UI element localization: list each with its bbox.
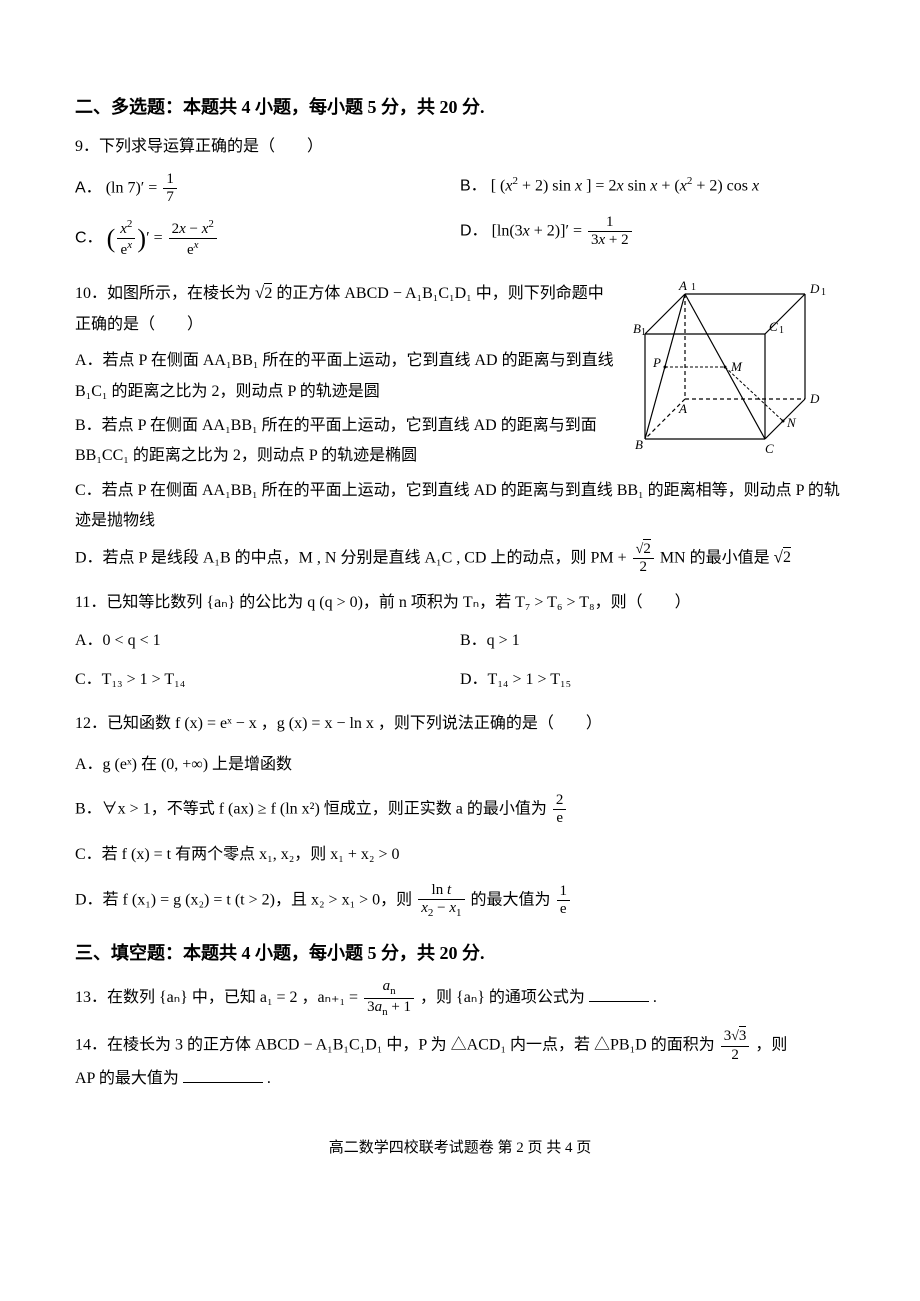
q9-stem: 9．下列求导运算正确的是（ ） <box>75 132 845 162</box>
question-12: 12．已知函数 f (x) = eˣ − x ，g (x) = x − ln x… <box>75 709 845 926</box>
q9-opt-d: D． [ln(3x + 2)]′ = 13x + 2 <box>460 210 845 267</box>
q11-opt-a: A．0 < q < 1 <box>75 622 460 660</box>
svg-text:M: M <box>730 359 743 374</box>
svg-text:P: P <box>652 355 661 370</box>
cube-diagram: A1 D1 B1 C1 A D B C P M N <box>625 279 845 459</box>
section-2-heading: 二、多选题：本题共 4 小题，每小题 5 分，共 20 分. <box>75 90 845 124</box>
q9-options: A． (ln 7)′ = 17 B． [ (x2 + 2) sin x ] = … <box>75 167 845 268</box>
svg-text:1: 1 <box>779 325 784 336</box>
question-13: 13．在数列 {aₙ} 中，已知 a₁ = 2 ，aₙ₊₁ = an3an + … <box>75 978 845 1018</box>
q11-opt-c: C．T₁₃ > 1 > T₁₄ <box>75 661 460 699</box>
q12-opt-d: D．若 f (x₁) = g (x₂) = t (t > 2)，且 x₂ > x… <box>75 876 845 926</box>
q12-opt-c: C．若 f (x) = t 有两个零点 x₁, x₂，则 x₁ + x₂ > 0 <box>75 834 845 876</box>
svg-text:1: 1 <box>641 327 646 338</box>
svg-text:A: A <box>678 279 687 293</box>
q11-options: A．0 < q < 1 B．q > 1 C．T₁₃ > 1 > T₁₄ D．T₁… <box>75 622 845 699</box>
q9-opt-c: C． (x2ex)′ = 2x − x2ex <box>75 210 460 267</box>
q11-opt-b: B．q > 1 <box>460 622 845 660</box>
section-3-heading: 三、填空题：本题共 4 小题，每小题 5 分，共 20 分. <box>75 936 845 970</box>
svg-text:D: D <box>809 281 820 296</box>
svg-text:1: 1 <box>821 287 826 298</box>
svg-text:C: C <box>765 441 774 456</box>
q9-opt-b: B． [ (x2 + 2) sin x ] = 2x sin x + (x2 +… <box>460 167 845 211</box>
svg-text:C: C <box>769 319 778 334</box>
q12-opt-b: B．∀x > 1，不等式 f (ax) ≥ f (ln x²) 恒成立，则正实数… <box>75 786 845 834</box>
q12-opt-a: A．g (eˣ) 在 (0, +∞) 上是增函数 <box>75 744 845 786</box>
q11-stem: 11．已知等比数列 {aₙ} 的公比为 q (q > 0)，前 n 项积为 Tₙ… <box>75 588 845 618</box>
q10-opt-c: C．若点 P 在侧面 AA₁BB₁ 所在的平面上运动，它到直线 AD 的距离与到… <box>75 474 845 539</box>
blank-14 <box>183 1067 263 1083</box>
svg-text:B: B <box>635 437 643 452</box>
question-11: 11．已知等比数列 {aₙ} 的公比为 q (q > 0)，前 n 项积为 Tₙ… <box>75 588 845 699</box>
question-10: A1 D1 B1 C1 A D B C P M N 10．如图所示，在棱长为 √… <box>75 277 845 578</box>
q9-opt-a: A． (ln 7)′ = 17 <box>75 167 460 211</box>
blank-13 <box>589 986 649 1002</box>
q11-opt-d: D．T₁₄ > 1 > T₁₅ <box>460 661 845 699</box>
svg-text:A: A <box>678 401 687 416</box>
question-14: 14．在棱长为 3 的正方体 ABCD − A₁B₁C₁D₁ 中，P 为 △AC… <box>75 1028 845 1094</box>
svg-text:B: B <box>633 321 641 336</box>
q10-opt-d: D．若点 P 是线段 A₁B 的中点，M , N 分别是直线 A₁C , CD … <box>75 539 845 579</box>
q12-options: A．g (eˣ) 在 (0, +∞) 上是增函数 B．∀x > 1，不等式 f … <box>75 744 845 926</box>
page-footer: 高二数学四校联考试题卷 第 2 页 共 4 页 <box>75 1134 845 1163</box>
svg-text:D: D <box>809 391 820 406</box>
svg-text:1: 1 <box>691 282 696 293</box>
svg-text:N: N <box>786 415 797 430</box>
question-9: 9．下列求导运算正确的是（ ） A． (ln 7)′ = 17 B． [ (x2… <box>75 132 845 267</box>
q12-stem: 12．已知函数 f (x) = eˣ − x ，g (x) = x − ln x… <box>75 709 845 739</box>
